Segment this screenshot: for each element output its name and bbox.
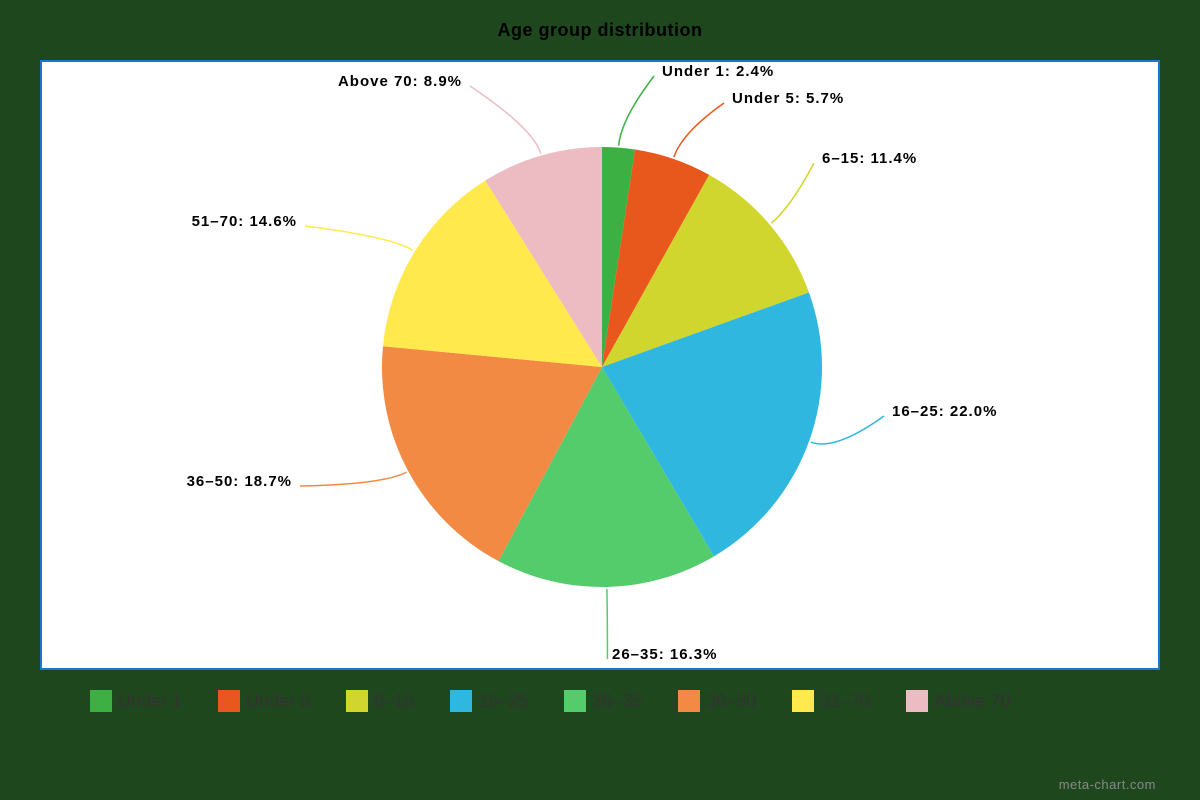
slice-label: 26–35: 16.3%	[612, 646, 717, 663]
legend-label: 6–15	[374, 691, 414, 712]
leader-line	[619, 76, 654, 146]
leader-line	[771, 163, 814, 223]
legend-label: 36–50	[706, 691, 756, 712]
legend-swatch	[218, 690, 240, 712]
leader-line	[674, 103, 724, 157]
watermark: meta-chart.com	[1059, 777, 1156, 792]
legend-swatch	[792, 690, 814, 712]
legend-item: 16–25	[450, 690, 528, 712]
legend-item: Above 70	[906, 690, 1010, 712]
legend-item: Under 5	[218, 690, 310, 712]
leader-line	[607, 589, 608, 659]
legend: Under 1 Under 5 6–15 16–25 26–35 36–50 51–70 Ab…	[90, 690, 1160, 712]
slice-label: Above 70: 8.9%	[338, 73, 462, 90]
leader-line	[305, 226, 413, 250]
legend-label: 16–25	[478, 691, 528, 712]
legend-swatch	[346, 690, 368, 712]
legend-label: Above 70	[934, 691, 1010, 712]
leader-line	[811, 416, 884, 444]
legend-label: Under 5	[246, 691, 310, 712]
pie-chart: Under 1: 2.4% Under 5: 5.7% 6–15: 11.4% 16–…	[42, 62, 1162, 672]
chart-frame: Under 1: 2.4% Under 5: 5.7% 6–15: 11.4% 16–…	[40, 60, 1160, 670]
slice-label: 6–15: 11.4%	[822, 150, 917, 167]
legend-item: 36–50	[678, 690, 756, 712]
legend-item: Under 1	[90, 690, 182, 712]
legend-item: 26–35	[564, 690, 642, 712]
legend-swatch	[678, 690, 700, 712]
legend-label: Under 1	[118, 691, 182, 712]
slice-label: 36–50: 18.7%	[187, 473, 292, 490]
slice-label: 51–70: 14.6%	[192, 213, 297, 230]
legend-swatch	[450, 690, 472, 712]
legend-label: 26–35	[592, 691, 642, 712]
legend-swatch	[90, 690, 112, 712]
slice-label: 16–25: 22.0%	[892, 403, 997, 420]
chart-title: Age group distribution	[0, 0, 1200, 41]
leader-line	[300, 472, 406, 486]
leader-line	[470, 86, 541, 154]
legend-swatch	[906, 690, 928, 712]
legend-label: 51–70	[820, 691, 870, 712]
legend-item: 6–15	[346, 690, 414, 712]
slice-label: Under 5: 5.7%	[732, 90, 844, 107]
slice-label: Under 1: 2.4%	[662, 63, 774, 80]
legend-swatch	[564, 690, 586, 712]
legend-item: 51–70	[792, 690, 870, 712]
